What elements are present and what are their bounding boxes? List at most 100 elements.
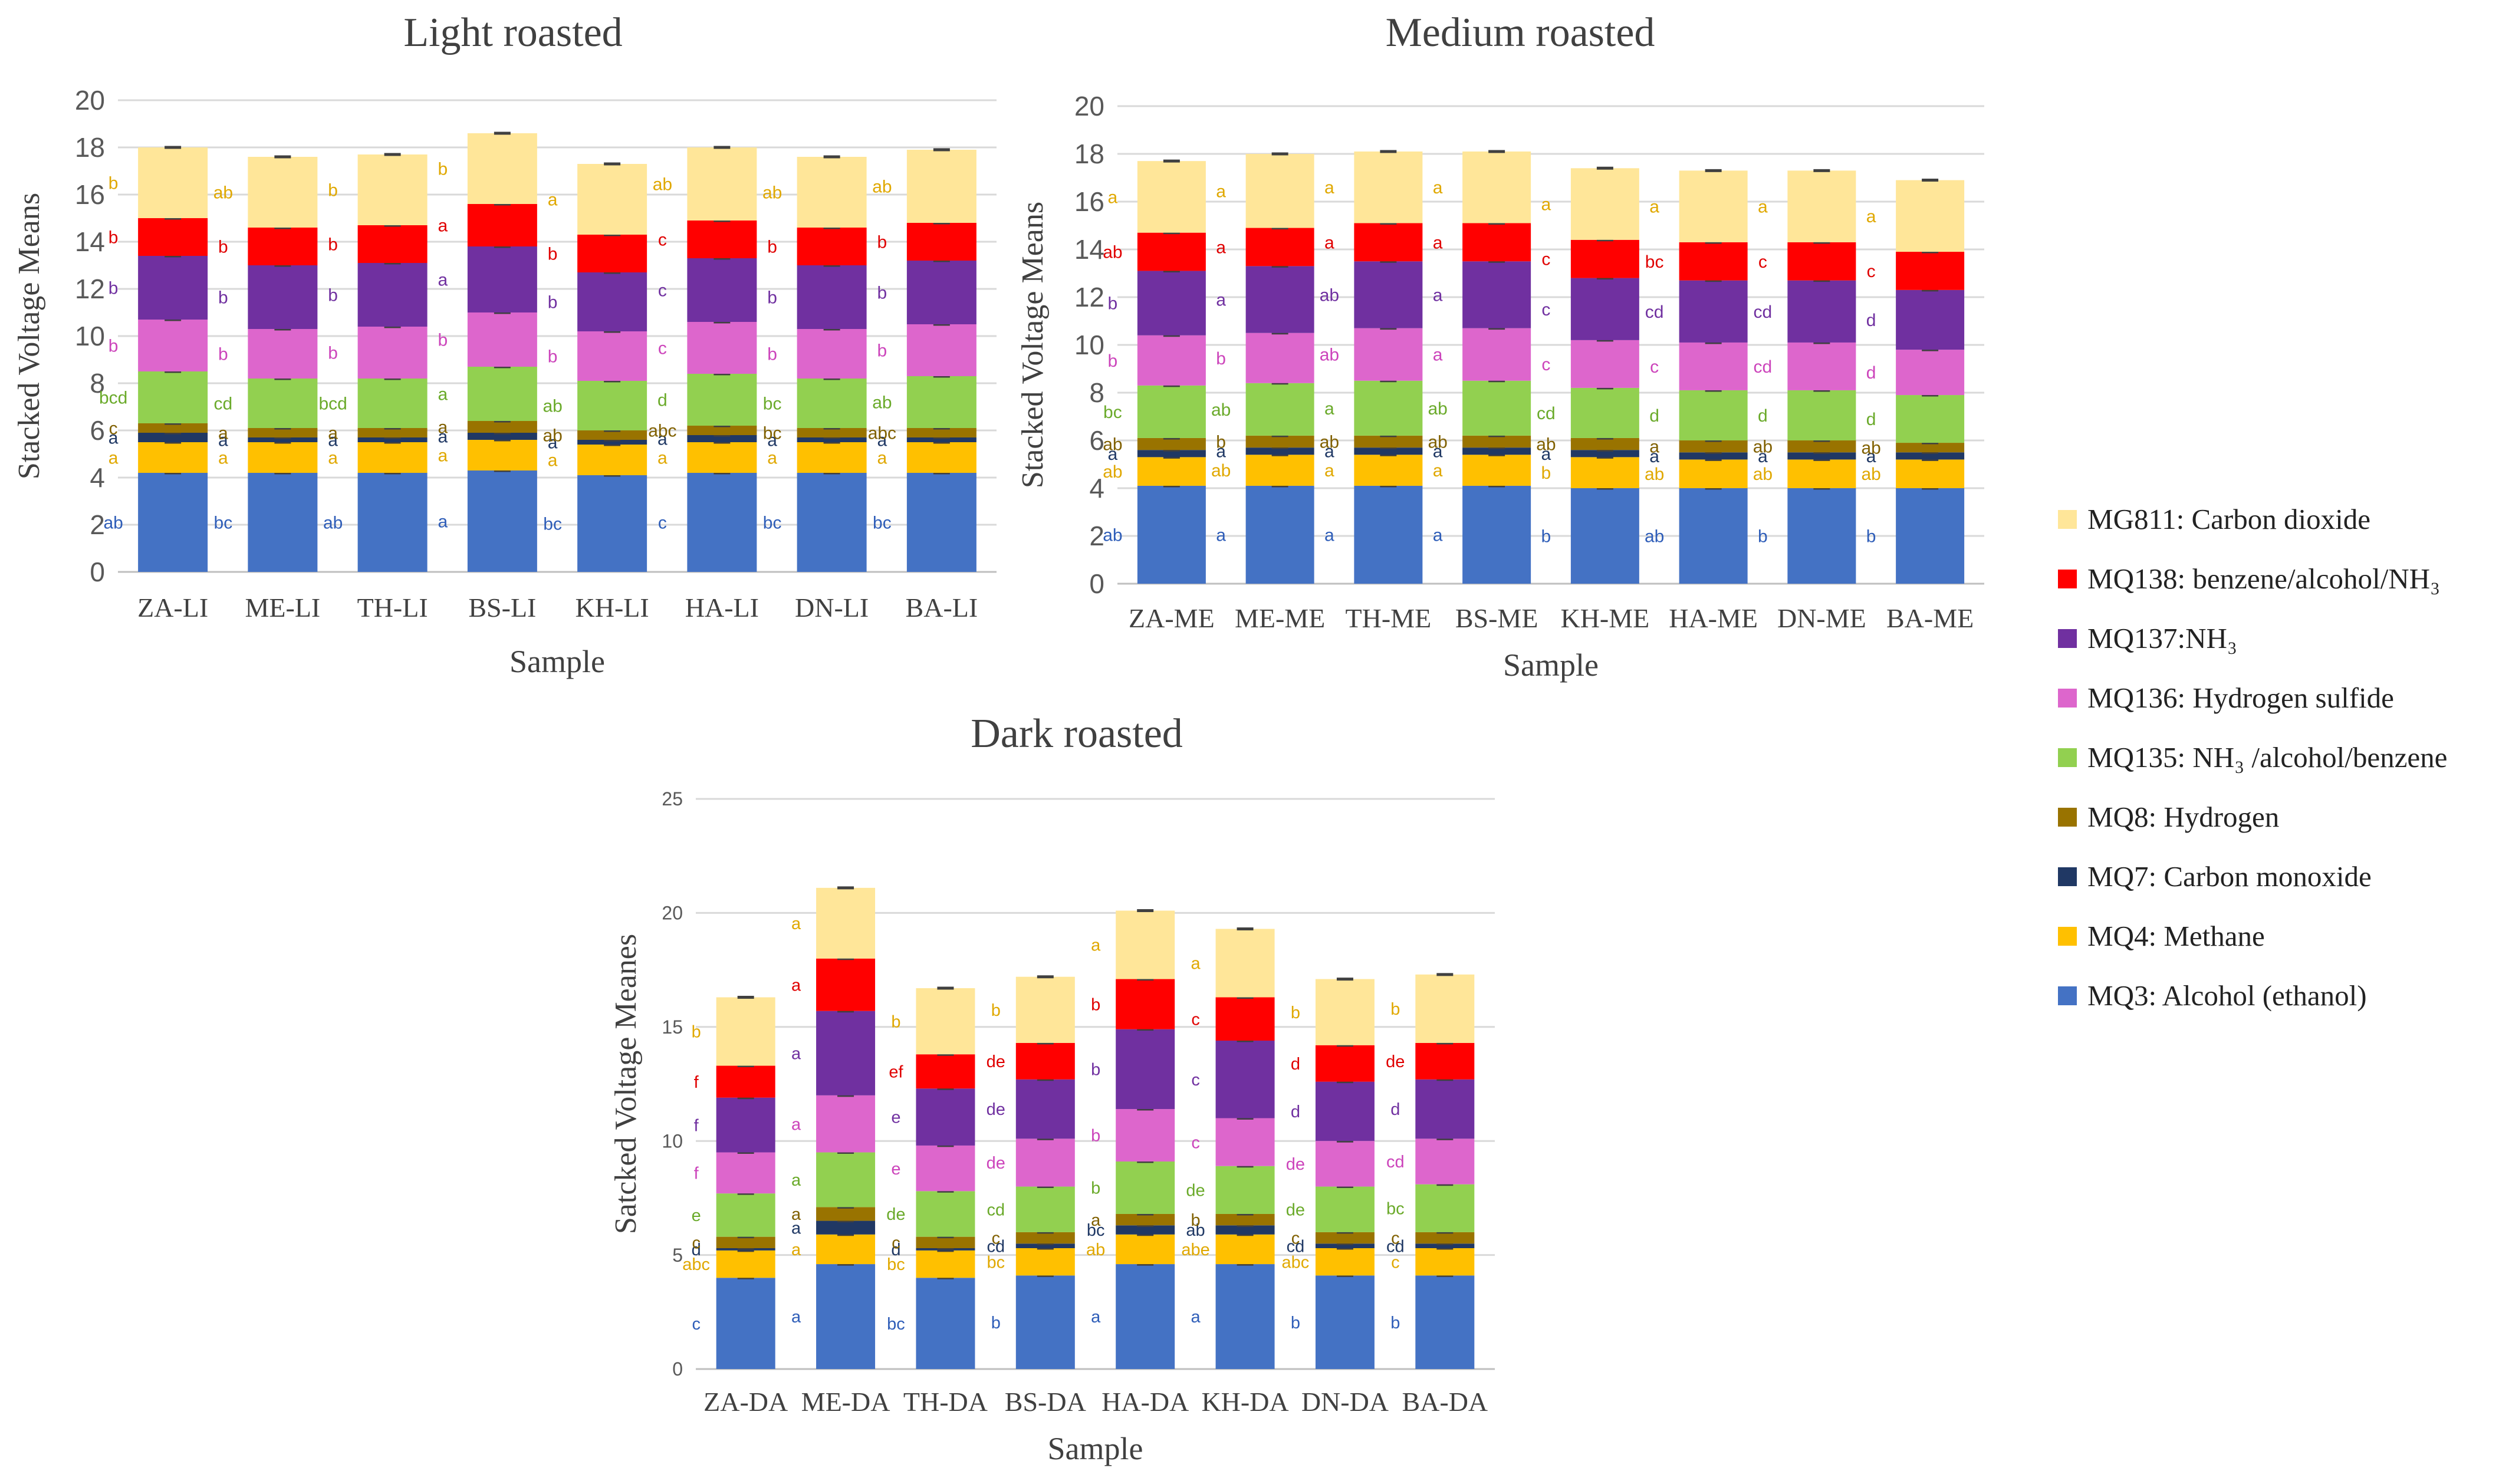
- bar-segment-mq4: [906, 442, 976, 473]
- y-tick-label: 20: [662, 903, 683, 924]
- significance-letter: c: [1191, 1010, 1200, 1029]
- chart-title: Medium roasted: [1386, 10, 1655, 55]
- significance-letter: b: [1291, 1003, 1300, 1022]
- y-tick-label: 16: [75, 179, 105, 210]
- bar-segment-mq135: [906, 376, 976, 428]
- bar-segment-mq4: [1570, 457, 1639, 488]
- bar-segment-mq3: [1315, 1275, 1375, 1369]
- y-tick-label: 2: [90, 509, 105, 540]
- significance-letter: a: [438, 427, 448, 447]
- significance-letter: ab: [1103, 435, 1122, 455]
- bar-segment-mq3: [916, 1278, 975, 1369]
- bar-segment-mq136: [1116, 1109, 1175, 1162]
- significance-letter: b: [438, 331, 448, 350]
- x-tick-label: ME-ME: [1235, 603, 1325, 633]
- bar-segment-mq138: [1015, 1042, 1075, 1080]
- bar-segment-mq137: [248, 265, 318, 329]
- significance-letter: c: [658, 514, 667, 533]
- y-tick-label: 0: [672, 1358, 683, 1380]
- significance-letter: abc: [682, 1255, 710, 1274]
- legend-label: MQ136: Hydrogen sulfide: [2087, 682, 2394, 714]
- bar-segment-mq8: [138, 423, 208, 433]
- bar-segment-mq138: [1462, 223, 1531, 262]
- bar-segment-mq8: [1415, 1232, 1475, 1244]
- significance-letter: b: [328, 181, 338, 200]
- significance-letter: e: [891, 1108, 900, 1127]
- significance-letter: c: [658, 281, 667, 301]
- bar-segment-mq137: [1315, 1081, 1375, 1141]
- bar-segment-mq136: [906, 324, 976, 376]
- significance-letter: c: [1291, 1229, 1300, 1248]
- significance-letter: a: [1433, 525, 1443, 545]
- significance-letter: a: [218, 431, 228, 450]
- bar-segment-mq3: [577, 475, 647, 572]
- x-tick-label: TH-ME: [1346, 603, 1432, 633]
- y-tick-label: 6: [90, 415, 105, 446]
- bar-segment-mq138: [1315, 1045, 1375, 1082]
- bar-segment-mq136: [577, 331, 647, 381]
- bar-segment-mq135: [1116, 1161, 1175, 1214]
- significance-letter: a: [791, 914, 801, 933]
- significance-letter: ab: [872, 393, 892, 413]
- bar-segment-mg811: [1570, 168, 1639, 240]
- bar-segment-mq4: [1245, 455, 1314, 486]
- significance-letter: cd: [214, 394, 233, 414]
- significance-letter: b: [218, 288, 228, 308]
- significance-letter: a: [1433, 346, 1443, 365]
- significance-letter: bc: [887, 1255, 905, 1274]
- y-tick-label: 25: [662, 788, 683, 810]
- significance-letter: abc: [868, 424, 896, 443]
- legend-label: MQ7: Carbon monoxide: [2087, 860, 2372, 893]
- y-tick-label: 2: [1089, 521, 1104, 551]
- bar-segment-mq135: [1215, 1166, 1275, 1214]
- significance-letter: ab: [1428, 433, 1447, 452]
- significance-letter: a: [438, 512, 448, 532]
- significance-letter: a: [1649, 437, 1659, 457]
- y-tick-label: 14: [1074, 234, 1104, 265]
- bar-segment-mq135: [1354, 380, 1423, 436]
- chart-3: 0 5 10 15 20 25 Dark roasted Sample Satcked Volt…: [609, 711, 1495, 1466]
- bar-segment-mq137: [467, 246, 537, 312]
- bar-segment-mq135: [916, 1191, 975, 1237]
- significance-letter: d: [1866, 410, 1876, 429]
- bar-segment-mq7: [1137, 450, 1206, 458]
- bar-segment-mq8: [1896, 443, 1965, 453]
- bar-segment-mg811: [916, 988, 975, 1055]
- bar-segment-mq136: [1354, 328, 1423, 381]
- bar-segment-mq138: [1415, 1042, 1475, 1080]
- significance-letter: abe: [1181, 1240, 1209, 1259]
- significance-letter: a: [1324, 461, 1334, 481]
- significance-letter: d: [657, 391, 668, 410]
- x-tick-label: BA-LI: [906, 593, 978, 623]
- bar-segment-mq135: [357, 379, 428, 428]
- bar-segment-mq135: [577, 381, 647, 430]
- significance-letter: ab: [1103, 462, 1122, 482]
- significance-letter: cd: [1754, 357, 1773, 377]
- bar-segment-mq3: [906, 473, 976, 572]
- x-tick-label: ME-LI: [245, 593, 321, 623]
- bar-segment-mg811: [1137, 161, 1206, 233]
- bar-segment-mq4: [687, 442, 757, 473]
- bar-segment-mq8: [916, 1236, 975, 1248]
- y-axis-label: Satcked Voltage Meanes: [609, 934, 643, 1234]
- bar-segment-mq3: [1116, 1264, 1175, 1369]
- significance-letter: a: [1324, 442, 1334, 462]
- significance-letter: a: [1433, 285, 1443, 305]
- significance-letter: c: [658, 231, 667, 250]
- bar-segment-mq7: [1896, 452, 1965, 460]
- significance-letter: a: [1191, 1308, 1201, 1327]
- significance-letter: a: [438, 271, 448, 290]
- bar-segment-mq7: [248, 437, 318, 442]
- bar-segment-mq137: [916, 1088, 975, 1146]
- significance-letter: cd: [987, 1237, 1005, 1256]
- bar-segment-mq136: [1015, 1138, 1075, 1187]
- significance-letter: b: [767, 238, 777, 257]
- bar-segment-mq3: [716, 1278, 775, 1369]
- bar-segment-mg811: [138, 147, 208, 218]
